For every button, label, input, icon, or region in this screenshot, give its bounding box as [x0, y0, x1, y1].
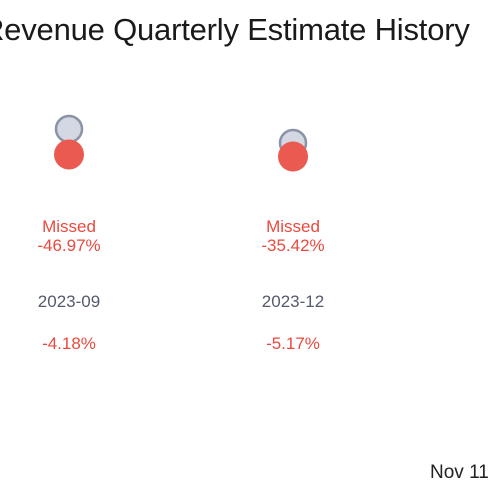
period-label: 2023-09: [38, 292, 100, 311]
change-percent-label: -4.18%: [42, 334, 96, 353]
estimate-marker: [54, 114, 84, 144]
status-label: Missed: [42, 217, 96, 236]
actual-marker: [54, 139, 84, 170]
actual-marker: [278, 141, 308, 172]
surprise-percent-label: -35.42%: [261, 236, 324, 255]
chart-title: Revenue Quarterly Estimate History: [0, 12, 470, 47]
period-label: 2023-12: [262, 292, 324, 311]
date-footer: Nov 11: [430, 462, 489, 483]
change-percent-label: -5.17%: [266, 334, 320, 353]
status-label: Missed: [266, 217, 320, 236]
surprise-percent-label: -46.97%: [37, 236, 100, 255]
